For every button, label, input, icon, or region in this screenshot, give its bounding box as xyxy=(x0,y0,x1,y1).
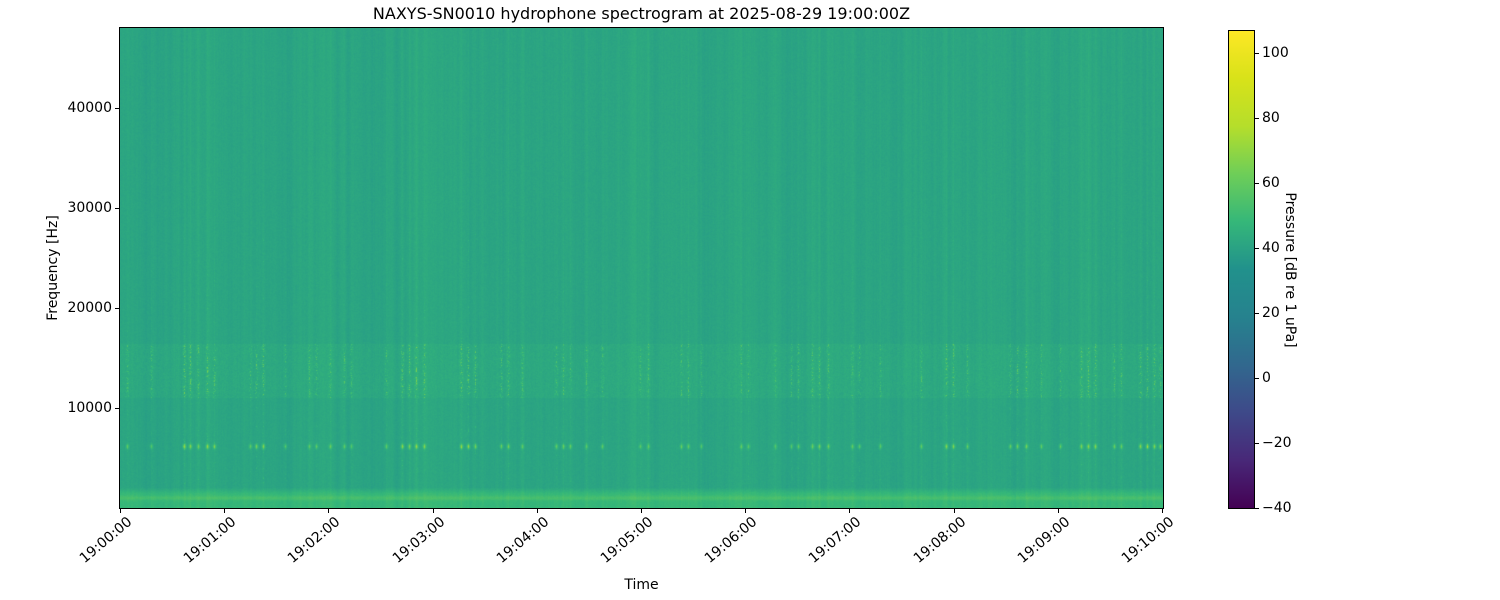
x-axis-tick-label: 19:02:00 xyxy=(285,514,344,567)
spectrogram-canvas xyxy=(120,28,1163,508)
colorbar-tick-label: −20 xyxy=(1262,435,1292,451)
x-axis-tick-label: 19:09:00 xyxy=(1014,514,1074,567)
x-axis-tick-label: 19:07:00 xyxy=(806,514,865,567)
colorbar-label: Pressure [dB re 1 uPa] xyxy=(1282,192,1298,348)
x-axis-tick xyxy=(120,509,121,513)
x-axis-tick-label: 19:08:00 xyxy=(910,514,969,567)
y-axis-label: Frequency [Hz] xyxy=(45,215,61,321)
x-axis-tick xyxy=(432,509,434,513)
x-axis-tick-label: 19:03:00 xyxy=(389,514,448,567)
x-axis-tick xyxy=(849,509,851,513)
x-axis-tick xyxy=(224,509,226,513)
colorbar-tick-label: 40 xyxy=(1262,240,1280,257)
colorbar-tick xyxy=(1255,53,1259,55)
x-axis-label: Time xyxy=(624,577,659,593)
y-axis-tick xyxy=(115,308,119,309)
colorbar-tick xyxy=(1255,183,1259,185)
x-axis-tick-label: 19:10:00 xyxy=(1118,514,1178,567)
y-axis-tick xyxy=(115,108,119,109)
x-axis-tick-label: 19:06:00 xyxy=(702,514,761,567)
x-axis-tick xyxy=(1057,509,1059,513)
y-axis-tick xyxy=(115,208,119,209)
plot-title: NAXYS-SN0010 hydrophone spectrogram at 2… xyxy=(372,4,911,23)
x-axis-tick xyxy=(641,509,642,513)
colorbar-tick xyxy=(1255,118,1259,120)
colorbar-gradient xyxy=(1229,31,1254,508)
x-axis-tick xyxy=(536,509,538,513)
x-axis-tick-label: 19:04:00 xyxy=(493,514,553,567)
x-axis-tick-label: 19:00:00 xyxy=(76,514,136,567)
x-axis-tick-label: 19:01:00 xyxy=(181,514,240,567)
y-axis-tick-label: 30000 xyxy=(67,200,112,216)
spectrogram-plot xyxy=(119,27,1164,509)
colorbar-tick xyxy=(1255,508,1259,509)
colorbar-tick-label: 80 xyxy=(1262,110,1280,127)
y-axis-tick-label: 40000 xyxy=(67,100,112,116)
y-axis-tick xyxy=(115,408,119,409)
colorbar-tick-label: 0 xyxy=(1262,370,1271,386)
x-axis-tick xyxy=(953,509,955,513)
colorbar-tick xyxy=(1255,378,1259,379)
x-axis-tick xyxy=(1162,509,1163,513)
colorbar-tick xyxy=(1255,313,1259,314)
x-axis-tick xyxy=(328,509,330,513)
x-axis-tick-label: 19:05:00 xyxy=(597,514,657,567)
x-axis-tick xyxy=(745,509,747,513)
colorbar-tick-label: 20 xyxy=(1262,305,1280,321)
colorbar-tick xyxy=(1255,248,1259,250)
colorbar-tick-label: −40 xyxy=(1262,500,1292,516)
colorbar-tick xyxy=(1255,443,1259,444)
colorbar-tick-label: 60 xyxy=(1262,175,1280,192)
y-axis-tick-label: 20000 xyxy=(67,300,112,316)
y-axis-tick-label: 10000 xyxy=(67,400,112,416)
colorbar xyxy=(1228,30,1255,509)
colorbar-tick-label: 100 xyxy=(1262,45,1289,62)
